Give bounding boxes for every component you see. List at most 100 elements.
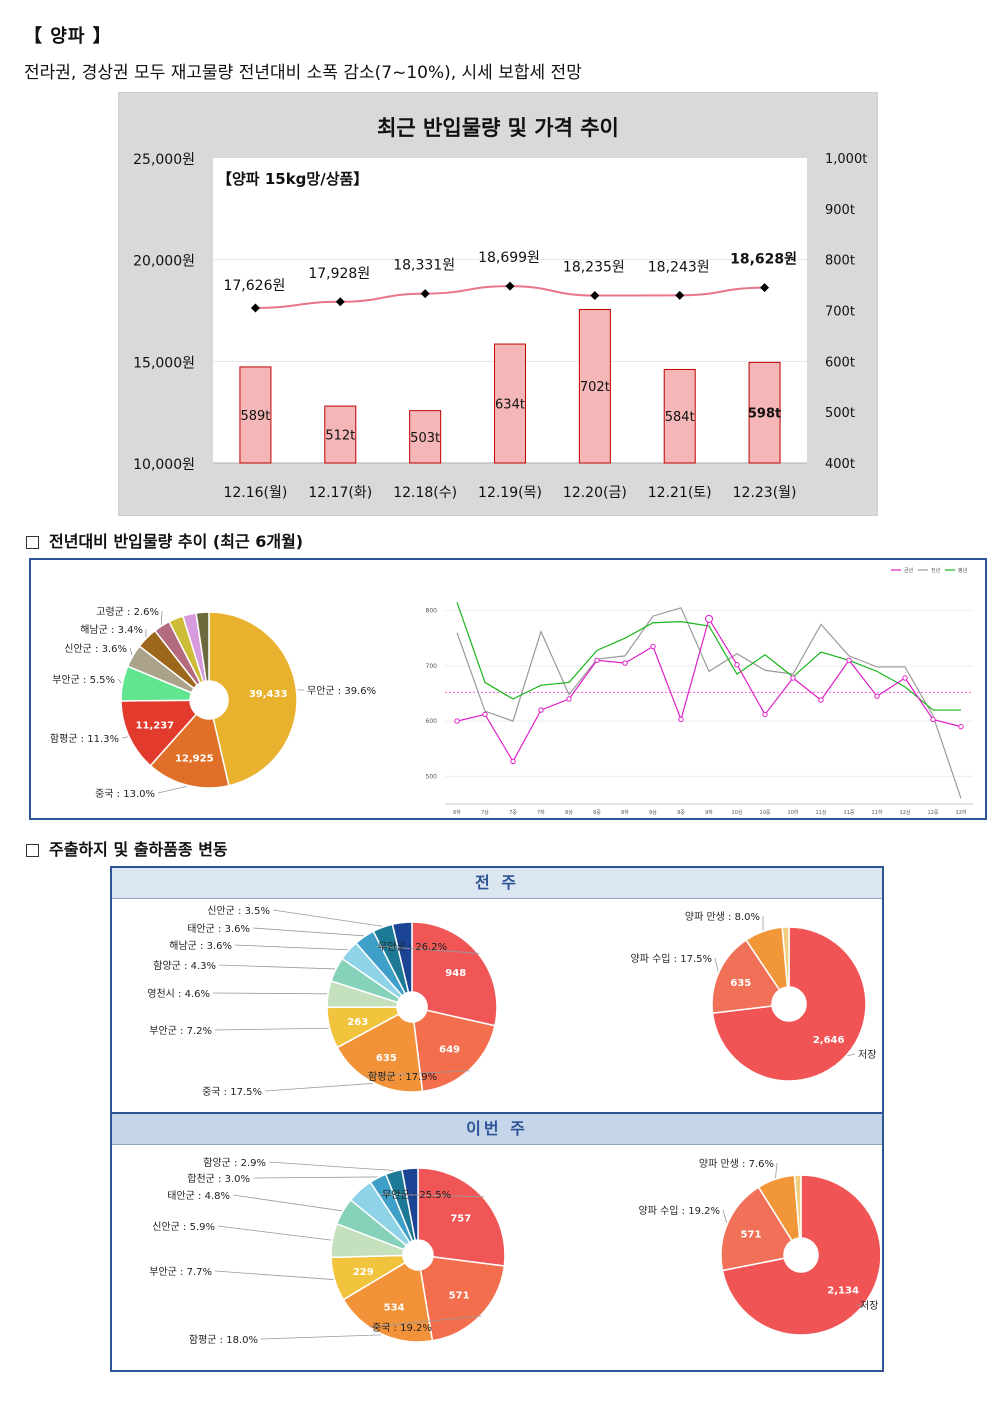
series-point [846, 657, 852, 664]
pie-leader-line [856, 1304, 864, 1307]
x-tick-label: 7하 [537, 809, 545, 816]
x-tick-label: 11중 [844, 810, 855, 816]
volume-data-label: 598t [748, 407, 781, 422]
pie-leader-line [129, 647, 133, 656]
volume-trend-panel: 39,433 12,925 11,237 무안군 : 39.6% 중국 : 13.0% 함… [29, 558, 987, 820]
pie-slice [721, 1174, 880, 1336]
pie-slice-label: 무안군 : 26.2% [378, 941, 447, 953]
series-line [456, 602, 961, 711]
volume-bar [239, 366, 272, 464]
pie-leader-line [252, 927, 364, 937]
x-tick-label: 12.23(월) [733, 485, 797, 501]
price-data-label: 18,699원 [478, 250, 540, 266]
pie-leader-line [722, 1209, 728, 1223]
price-data-label: 18,243원 [648, 259, 710, 275]
pie-slice-label: 함양군 : 4.3% [153, 960, 216, 972]
series-point [678, 716, 684, 723]
series-point [454, 718, 460, 724]
x-tick-label: 12.18(수) [393, 485, 457, 501]
pie-leader-line [160, 610, 163, 625]
price-data-label: 17,928원 [308, 266, 370, 282]
price-marker [675, 290, 685, 300]
x-tick-label: 12.17(화) [308, 485, 372, 501]
pie-slice-label: 함평군 : 18.0% [189, 1334, 258, 1346]
series-point [790, 675, 796, 681]
last-week-header: 전 주 [112, 868, 882, 899]
price-data-label: 18,628원 [730, 252, 797, 268]
pie-slice-label: 신안군 : 5.9% [152, 1221, 215, 1233]
section-checkbox-icon [26, 844, 39, 857]
pie-leader-line [117, 678, 122, 684]
right-axis-tick-label: 600t [825, 355, 855, 370]
left-axis-tick-label: 25,000원 [133, 152, 195, 168]
pie-slice [208, 611, 298, 787]
pie-leader-line [268, 1161, 394, 1171]
legend-label: 금년 [904, 567, 914, 574]
x-tick-label: 12상 [900, 809, 911, 816]
yoy-volume-line-chart: 500 600 700 800 6하 7상 7중 7하 8상 8중 8하 9상 9중 9하 10상 10중 10… [426, 567, 973, 816]
left-axis-tick-label: 20,000원 [133, 254, 195, 270]
pie-leader-line [775, 1162, 778, 1179]
section-heading-text: 주출하지 및 출하품종 변동 [49, 840, 228, 859]
pie-slice [417, 1167, 506, 1267]
x-tick-label: 9상 [649, 809, 657, 816]
series-point [958, 723, 964, 730]
x-tick-label: 12하 [956, 809, 967, 816]
section-heading-shipping-change: 주출하지 및 출하품종 변동 [26, 836, 228, 860]
pie-leader-line [714, 957, 719, 972]
pie-value-label: 263 [347, 1017, 368, 1028]
pie-slice-label: 부안군 : 5.5% [52, 674, 115, 686]
x-tick-label: 6하 [453, 809, 461, 816]
pie-leader-line [234, 944, 348, 951]
pie-slice [413, 1009, 496, 1093]
pie-slice-label: 신안군 : 3.5% [207, 905, 270, 917]
y-tick-label: 600 [426, 718, 438, 725]
pie-slice-label: 무안군 : 39.6% [307, 685, 376, 697]
series-point [874, 693, 880, 699]
pie-leader-line [374, 945, 480, 954]
price-marker [760, 283, 770, 293]
pie-leader-line [157, 785, 188, 794]
left-axis-tick-label: 10,000원 [133, 457, 195, 473]
pie-slice-label: 저장 양파 : 71.9% [860, 1300, 880, 1312]
page-title: 【 양파 】 [24, 26, 112, 47]
pie-value-label: 11,237 [136, 721, 175, 732]
volume-data-label: 702t [580, 380, 610, 395]
x-tick-label: 9하 [705, 809, 713, 816]
series-point [734, 662, 740, 668]
pie-value-label: 649 [439, 1045, 460, 1056]
last-week-variety-pie: 2,646 635 저장 양파 : 73.1% 양파 수입 : 17.5% 양파 만생 … [631, 911, 880, 1082]
x-tick-label: 11상 [816, 809, 827, 816]
last-week-origin-pie: 948 649 635 263 무안군 : 26.2% 함평군 : 17.9% 중국 : 1… [147, 905, 498, 1098]
series-point [566, 696, 572, 702]
pie-leader-line [368, 1315, 482, 1328]
pie-slice-label: 합천군 : 3.0% [187, 1173, 250, 1185]
price-volume-chart-svg: 최근 반입물량 및 가격 추이 10,000원 15,000원 20,000원 25,0… [133, 116, 867, 501]
pie-slice-label: 함평군 : 17.9% [368, 1071, 437, 1083]
volume-bar [409, 410, 442, 464]
x-tick-label: 11하 [872, 809, 883, 816]
pie-slice-label: 무안군 : 25.5% [382, 1189, 451, 1201]
price-marker [335, 297, 345, 307]
pie-leader-line [364, 1070, 470, 1077]
volume-bar [324, 405, 357, 464]
series-point [902, 675, 908, 681]
volume-data-label: 634t [495, 398, 525, 413]
price-marker [590, 291, 600, 301]
pie-leader-line [121, 736, 129, 739]
pie-value-label: 571 [741, 1229, 762, 1240]
pie-leader-line [214, 1027, 329, 1031]
pie-slice [391, 921, 413, 994]
price-marker [505, 281, 515, 291]
volume-bar [663, 368, 696, 464]
pie-value-label: 229 [353, 1267, 374, 1278]
pie-slice-label: 고령군 : 2.6% [96, 606, 159, 618]
pie-slice-label: 저장 양파 : 73.1% [858, 1049, 880, 1061]
pie-slice-label: 해남군 : 3.6% [169, 939, 232, 952]
price-data-label: 18,331원 [393, 258, 455, 274]
series-line [456, 607, 962, 799]
series-point [482, 711, 488, 718]
series-point [818, 697, 824, 703]
price-data-label: 17,626원 [223, 278, 285, 294]
pie-value-label: 571 [449, 1290, 470, 1301]
